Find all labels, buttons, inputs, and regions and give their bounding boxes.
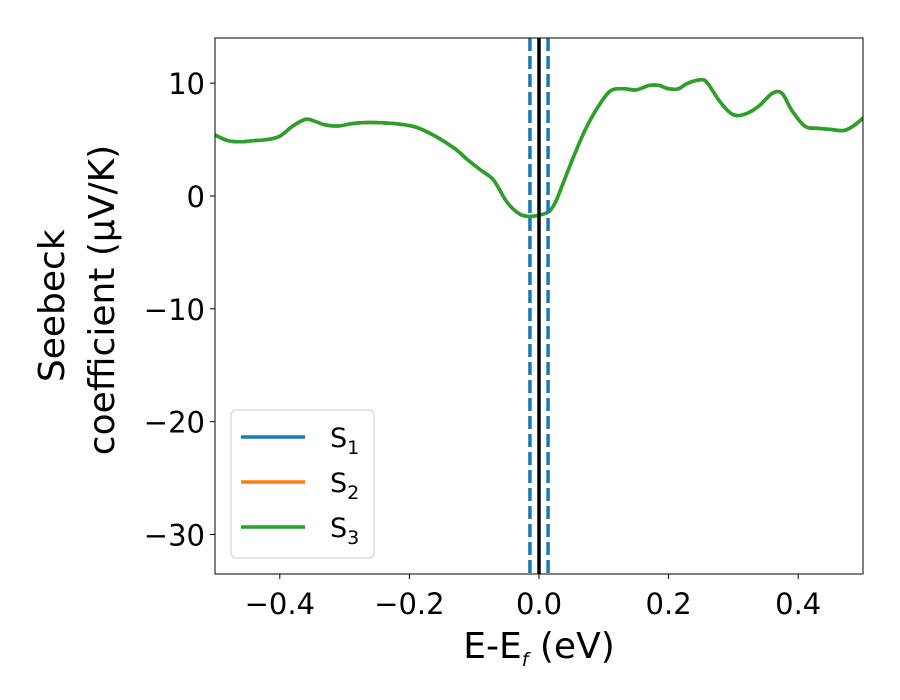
legend-label-s1: S1	[330, 423, 359, 459]
x-tick-label: 0.4	[775, 587, 821, 621]
series-line-s3	[215, 77, 863, 219]
x-axis-label: E-Ef (eV)	[463, 626, 615, 671]
x-tick-label: −0.2	[374, 587, 444, 621]
legend-label-s3: S3	[330, 513, 359, 549]
legend-label-s2: S2	[330, 468, 359, 504]
x-tick-label: 0.2	[646, 587, 692, 621]
y-tick-label: −20	[144, 406, 205, 440]
y-tick-label: −10	[144, 293, 205, 327]
x-tick-label: −0.4	[245, 587, 315, 621]
y-axis-label-line-1: Seebeck	[32, 229, 73, 382]
legend-frame	[230, 409, 375, 559]
y-tick-label: 10	[168, 67, 205, 101]
x-tick-label: 0.0	[516, 587, 562, 621]
y-tick-label: −30	[144, 519, 205, 553]
legend: S1 S2 S3	[230, 409, 375, 559]
plot-area	[215, 38, 863, 574]
y-axis: −30 −20 −10 0 10	[144, 67, 215, 553]
y-tick-label: 0	[187, 180, 205, 214]
y-axis-label-line-2: coefficient (μV/K)	[82, 145, 123, 455]
y-axis-label: Seebeck coefficient (μV/K)	[32, 145, 123, 455]
x-axis: −0.4 −0.2 0.0 0.2 0.4	[245, 574, 821, 621]
